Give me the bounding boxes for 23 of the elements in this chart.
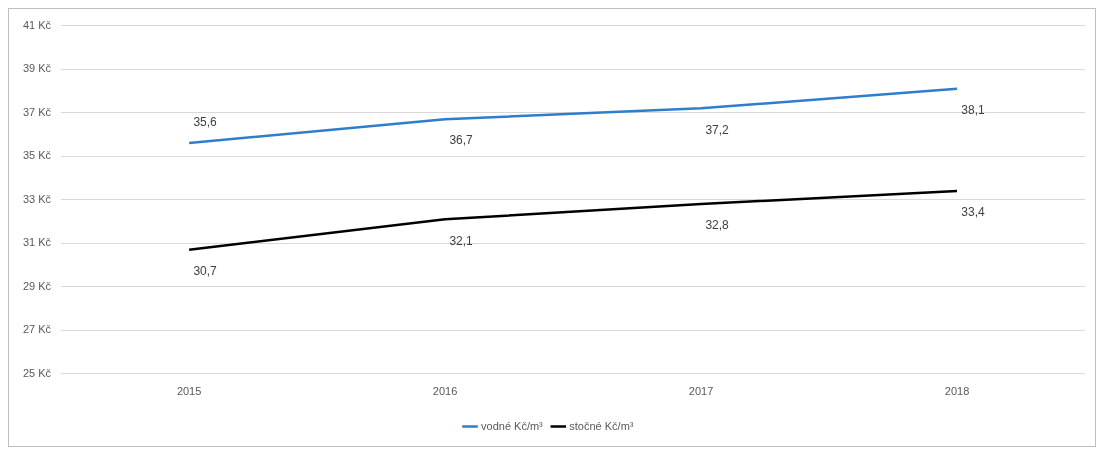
y-tick-label: 37 Kč bbox=[22, 105, 52, 118]
y-tick-label: 31 Kč bbox=[22, 236, 52, 249]
legend-label: stočné Kč/m³ bbox=[569, 419, 634, 432]
y-tick-label: 35 Kč bbox=[22, 149, 52, 162]
data-label: 36,7 bbox=[449, 133, 474, 148]
legend-label: vodné Kč/m³ bbox=[481, 419, 544, 432]
x-tick-label: 2015 bbox=[176, 385, 202, 398]
x-tick-label: 2017 bbox=[688, 385, 714, 398]
data-label: 38,1 bbox=[961, 103, 986, 118]
y-tick-label: 33 Kč bbox=[22, 192, 52, 205]
data-label: 33,4 bbox=[961, 205, 986, 220]
data-label: 32,8 bbox=[705, 218, 730, 233]
y-tick-label: 25 Kč bbox=[22, 366, 52, 379]
y-tick-label: 29 Kč bbox=[22, 279, 52, 292]
y-tick-label: 41 Kč bbox=[22, 18, 52, 31]
x-tick-label: 2018 bbox=[944, 385, 970, 398]
data-label: 30,7 bbox=[193, 264, 218, 279]
data-label: 35,6 bbox=[193, 115, 218, 130]
x-tick-label: 2016 bbox=[432, 385, 458, 398]
y-tick-label: 27 Kč bbox=[22, 323, 52, 336]
y-tick-label: 39 Kč bbox=[22, 62, 52, 75]
data-label: 32,1 bbox=[449, 233, 474, 248]
data-label: 37,2 bbox=[705, 122, 730, 137]
